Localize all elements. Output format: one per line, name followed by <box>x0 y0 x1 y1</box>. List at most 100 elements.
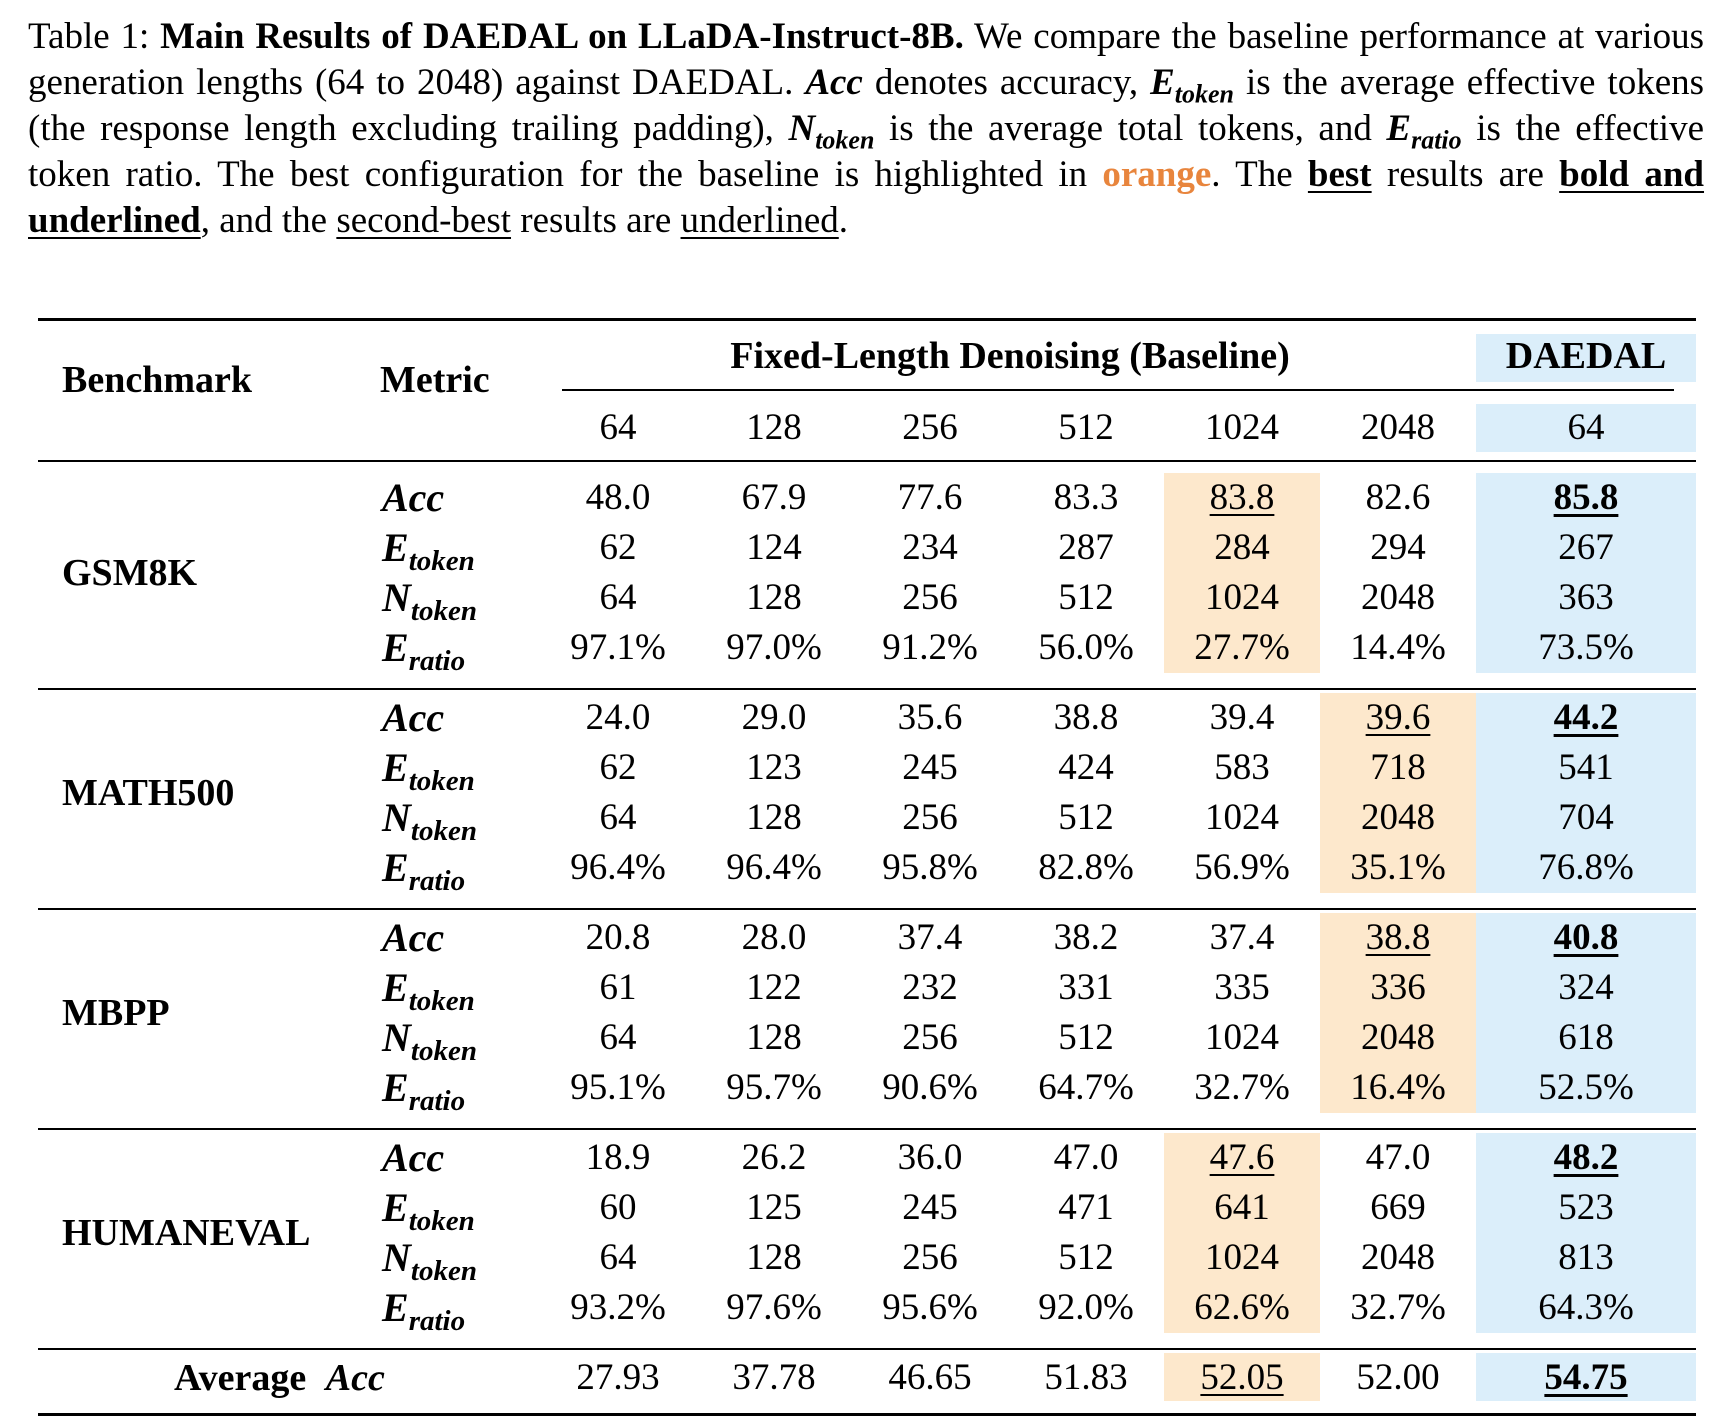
cell-value: 97.0% <box>726 627 822 668</box>
table-cell: 294 <box>1320 523 1476 573</box>
caption-ntoken-sub: token <box>815 125 875 155</box>
cell-value: 61 <box>599 967 637 1008</box>
cell-value: 256 <box>902 1017 958 1058</box>
table-cell: 60 <box>540 1183 696 1233</box>
cell-value: 96.4% <box>726 847 822 888</box>
cell-value: 47.0 <box>1053 1137 1119 1178</box>
cell-value: 424 <box>1058 747 1114 788</box>
table-cell: 122 <box>696 963 852 1013</box>
table-cell: 704 <box>1476 793 1696 843</box>
cell-value: 36.0 <box>897 1137 963 1178</box>
average-cell: 46.65 <box>852 1353 1008 1403</box>
cell-value: 245 <box>902 1187 958 1228</box>
cell-value: 48.0 <box>585 477 651 518</box>
cell-value: 44.2 <box>1553 697 1619 738</box>
average-cell: 37.78 <box>696 1353 852 1403</box>
cell-value: 95.6% <box>882 1287 978 1328</box>
table-cell: 669 <box>1320 1183 1476 1233</box>
table-cell: 27.7% <box>1164 623 1320 673</box>
benchmark-name: MBPP <box>62 992 170 1034</box>
cell-value: 335 <box>1214 967 1270 1008</box>
metric-label: Eratio <box>382 843 465 896</box>
cell-value: 256 <box>902 577 958 618</box>
table-caption: Table 1: Main Results of DAEDAL on LLaDA… <box>28 14 1704 244</box>
metric-label: Etoken <box>382 963 475 1016</box>
metric-symbol: N <box>382 795 411 840</box>
table-cell: 26.2 <box>696 1133 852 1183</box>
cell-value: 336 <box>1370 967 1426 1008</box>
metric-subscript: ratio <box>408 865 466 897</box>
table-cell: 512 <box>1008 1233 1164 1283</box>
cell-value: 128 <box>746 1017 802 1058</box>
table-cell: 47.0 <box>1320 1133 1476 1183</box>
baseline-best-highlight <box>1320 693 1476 893</box>
table-cell: 82.8% <box>1008 843 1164 893</box>
cell-value: 267 <box>1558 527 1614 568</box>
cell-value: 512 <box>1058 577 1114 618</box>
table-cell: 62 <box>540 743 696 793</box>
cell-value: 64 <box>599 577 637 618</box>
table-cell: 267 <box>1476 523 1696 573</box>
table-cell: 324 <box>1476 963 1696 1013</box>
benchmark-name: HUMANEVAL <box>62 1212 311 1254</box>
header-length: 1024 <box>1205 407 1279 448</box>
cell-value: 64.7% <box>1038 1067 1134 1108</box>
average-value: 27.93 <box>576 1357 660 1398</box>
table-cell: 92.0% <box>1008 1283 1164 1333</box>
header-group-rule <box>562 389 1674 391</box>
table-cell: 256 <box>852 793 1008 843</box>
header-length: 64 <box>599 407 637 448</box>
table-cell: 32.7% <box>1164 1063 1320 1113</box>
cell-value: 20.8 <box>585 917 651 958</box>
header-bottom-rule <box>38 460 1696 462</box>
table-cell: 128 <box>696 573 852 623</box>
metric-label: Ntoken <box>382 573 477 626</box>
cell-value: 91.2% <box>882 627 978 668</box>
cell-value: 95.7% <box>726 1067 822 1108</box>
table-cell: 256 <box>852 1233 1008 1283</box>
metric-symbol: E <box>382 525 409 570</box>
cell-value: 284 <box>1214 527 1270 568</box>
table-cell: 95.8% <box>852 843 1008 893</box>
table-cell: 64 <box>540 1233 696 1283</box>
table-cell: 96.4% <box>696 843 852 893</box>
table-cell: 73.5% <box>1476 623 1696 673</box>
table-cell: 48.0 <box>540 473 696 523</box>
caption-etoken-sub: token <box>1174 79 1234 109</box>
cell-value: 52.5% <box>1538 1067 1634 1108</box>
table-cell: 47.6 <box>1164 1133 1320 1183</box>
header-benchmark: Benchmark <box>62 359 252 401</box>
caption-orange-word: orange <box>1102 154 1212 195</box>
header-length: 64 <box>1567 407 1605 448</box>
cell-value: 38.8 <box>1053 697 1119 738</box>
table-cell: 64 <box>540 793 696 843</box>
metric-symbol: E <box>382 625 409 670</box>
cell-value: 512 <box>1058 1237 1114 1278</box>
benchmark-separator-rule <box>38 688 1696 690</box>
cell-value: 128 <box>746 1237 802 1278</box>
metric-label: Acc <box>382 473 444 523</box>
table-cell: 2048 <box>1320 793 1476 843</box>
cell-value: 2048 <box>1361 1237 1435 1278</box>
cell-value: 523 <box>1558 1187 1614 1228</box>
cell-value: 92.0% <box>1038 1287 1134 1328</box>
table-cell: 471 <box>1008 1183 1164 1233</box>
benchmark-separator-rule <box>38 1348 1696 1350</box>
table-cell: 128 <box>696 1233 852 1283</box>
caption-label: Table 1: <box>28 16 150 57</box>
metric-subscript: ratio <box>408 1305 466 1337</box>
average-cell: 27.93 <box>540 1353 696 1403</box>
header-metric: Metric <box>380 359 490 401</box>
header-daedal-group: DAEDAL <box>1505 335 1667 377</box>
table-cell: 91.2% <box>852 623 1008 673</box>
cell-value: 234 <box>902 527 958 568</box>
cell-value: 1024 <box>1205 1237 1279 1278</box>
table-cell: 718 <box>1320 743 1476 793</box>
table-cell: 2048 <box>1320 1013 1476 1063</box>
cell-value: 97.6% <box>726 1287 822 1328</box>
cell-value: 32.7% <box>1194 1067 1290 1108</box>
table-cell: 44.2 <box>1476 693 1696 743</box>
cell-value: 128 <box>746 577 802 618</box>
cell-value: 62.6% <box>1194 1287 1290 1328</box>
cell-value: 813 <box>1558 1237 1614 1278</box>
